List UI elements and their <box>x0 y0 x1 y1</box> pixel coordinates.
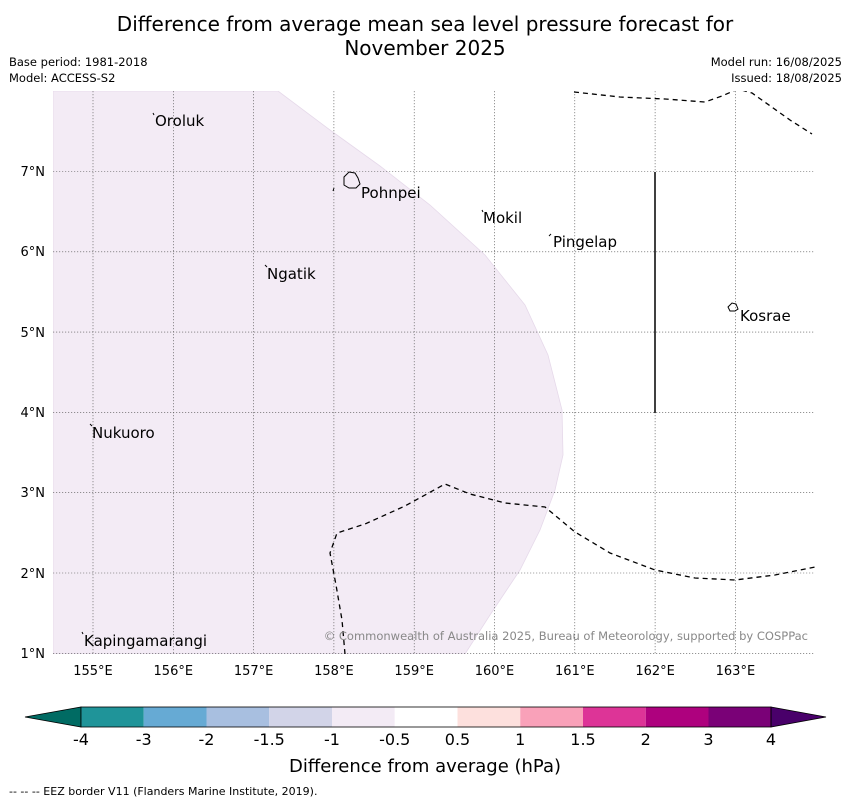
colorbar: -4 -3 -2 -1.5 -1 -0.5 0.5 1 1.5 2 3 4 Di… <box>24 706 827 777</box>
issued-date: Issued: 18/08/2025 <box>731 71 842 85</box>
place-label-oroluk: Oroluk <box>155 112 204 130</box>
nukuoro-mark <box>89 423 93 427</box>
colorbar-segment <box>206 707 270 727</box>
colorbar-frame <box>80 706 772 728</box>
colorbar-low-extend <box>24 706 82 728</box>
place-label-nukuoro: Nukuoro <box>92 424 155 442</box>
colorbar-tick-label: -2 <box>199 730 215 749</box>
islands <box>81 112 739 635</box>
colorbar-segment <box>645 707 709 727</box>
mokil-mark <box>481 209 484 213</box>
map-area: Oroluk Pohnpei Mokil Pingelap Ngatik Kos… <box>53 91 815 654</box>
place-label-pingelap: Pingelap <box>553 233 617 251</box>
meta-left: Base period: 1981-2018 Model: ACCESS-S2 <box>9 54 148 86</box>
title-line-2: November 2025 <box>344 36 506 60</box>
colorbar-tick-label: -3 <box>136 730 152 749</box>
place-label-kapingamarangi: Kapingamarangi <box>84 632 207 650</box>
pingelap-mark <box>548 233 552 237</box>
lon-tick-label: 159°E <box>394 664 434 679</box>
place-label-mokil: Mokil <box>483 209 522 227</box>
lat-tick-label: 3°N <box>21 486 46 501</box>
meta-right: Model run: 16/08/2025 Issued: 18/08/2025 <box>711 54 842 86</box>
kapingamarangi-mark <box>81 631 84 635</box>
colorbar-segment <box>143 707 207 727</box>
ngatik-mark <box>264 264 268 268</box>
colorbar-tick-label: -0.5 <box>379 730 410 749</box>
lon-tick-label: 158°E <box>314 664 354 679</box>
colorbar-tick-label: -1.5 <box>254 730 285 749</box>
lat-tick-labels: 7°N 6°N 5°N 4°N 3°N 2°N 1°N <box>21 165 46 662</box>
lon-tick-label: 155°E <box>73 664 113 679</box>
oroluk-mark <box>152 112 155 116</box>
anomaly-region-shading <box>53 91 564 654</box>
colorbar-tick-label: 2 <box>641 730 651 749</box>
colorbar-tick-label: -1 <box>324 730 340 749</box>
pohnpei-reef-mark <box>332 187 335 192</box>
lat-tick-label: 4°N <box>21 406 46 421</box>
lat-tick-label: 5°N <box>21 326 46 341</box>
lon-tick-label: 157°E <box>234 664 274 679</box>
title-line-1: Difference from average mean sea level p… <box>116 12 734 36</box>
colorbar-tick-label: 0.5 <box>445 730 470 749</box>
lon-tick-label: 162°E <box>635 664 675 679</box>
chart-title: Difference from average mean sea level p… <box>0 12 850 60</box>
lon-tick-label: 161°E <box>555 664 595 679</box>
lat-tick-label: 7°N <box>21 165 46 180</box>
base-period: Base period: 1981-2018 <box>9 55 148 69</box>
eez-legend-note: -- -- -- EEZ border V11 (Flanders Marine… <box>9 785 318 798</box>
colorbar-segment <box>394 707 458 727</box>
colorbar-segment <box>457 707 521 727</box>
colorbar-segment <box>583 707 646 727</box>
lat-tick-label: 6°N <box>21 245 46 260</box>
colorbar-segment <box>708 707 771 727</box>
lon-tick-label: 156°E <box>154 664 194 679</box>
colorbar-segment <box>81 707 144 727</box>
kosrae-island-outline <box>727 302 739 312</box>
colorbar-tick-label: 1 <box>515 730 525 749</box>
lon-tick-label: 160°E <box>475 664 515 679</box>
place-label-kosrae: Kosrae <box>740 307 791 325</box>
colorbar-high-extend <box>770 706 827 728</box>
model-run: Model run: 16/08/2025 <box>710 55 842 69</box>
colorbar-segment <box>269 707 332 727</box>
colorbar-tick-label: 4 <box>766 730 776 749</box>
lon-tick-label: 163°E <box>716 664 756 679</box>
colorbar-segment <box>520 707 583 727</box>
colorbar-tick-label: 1.5 <box>570 730 595 749</box>
lat-tick-label: 2°N <box>21 567 46 582</box>
pohnpei-island-outline <box>343 171 361 189</box>
place-label-ngatik: Ngatik <box>267 265 316 283</box>
colorbar-tick-label: -4 <box>73 730 89 749</box>
lon-tick-labels: 155°E 156°E 157°E 158°E 159°E 160°E 161°… <box>73 664 755 679</box>
place-label-pohnpei: Pohnpei <box>361 184 421 202</box>
lat-tick-label: 1°N <box>21 647 46 662</box>
model-name: Model: ACCESS-S2 <box>9 71 116 85</box>
colorbar-label: Difference from average (hPa) <box>289 756 561 777</box>
copyright-notice: © Commonwealth of Australia 2025, Bureau… <box>324 629 808 643</box>
colorbar-segment <box>332 707 395 727</box>
colorbar-tick-label: 3 <box>703 730 713 749</box>
